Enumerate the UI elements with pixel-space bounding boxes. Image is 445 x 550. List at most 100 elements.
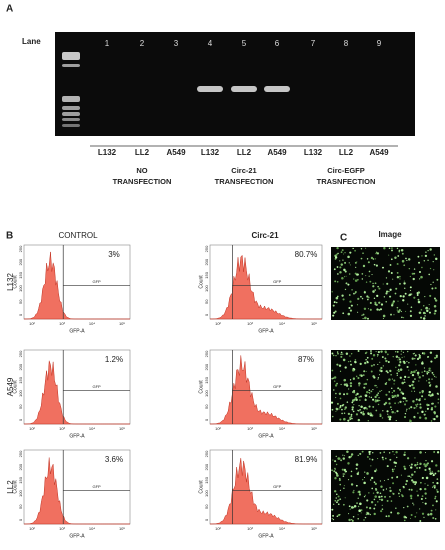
cell-dot [391, 247, 393, 250]
cell-dot [389, 370, 392, 372]
cell-dot [404, 412, 407, 415]
cell-dot [396, 370, 398, 372]
cell-dot [376, 353, 379, 356]
cell-dot [409, 289, 412, 292]
cell-dot [422, 317, 426, 320]
cell-dot [372, 452, 374, 454]
cell-dot [371, 274, 373, 276]
cell-dot [429, 267, 432, 270]
cell-dot [432, 281, 434, 283]
cell-dot [366, 295, 369, 298]
cell-dot [424, 295, 426, 298]
cell-dot [349, 384, 353, 388]
gate-label: GFP [92, 384, 101, 389]
cell-dot [403, 379, 405, 381]
cell-dot [357, 297, 360, 300]
cell-dot [418, 311, 421, 314]
cell-dot [412, 480, 415, 484]
cell-dot [403, 467, 407, 470]
y-tick-label: 200 [204, 363, 209, 370]
cell-dot [399, 282, 401, 285]
cell-dot [388, 452, 391, 454]
cell-dot [413, 296, 416, 299]
cell-dot [372, 290, 375, 293]
cell-dot [428, 273, 430, 276]
cell-dot [351, 401, 354, 404]
cell-dot [365, 513, 367, 515]
cell-dot [400, 474, 402, 476]
x-tick-label: 10⁵ [119, 321, 125, 326]
cell-dot [396, 410, 399, 413]
cell-dot [332, 514, 334, 517]
histogram [23, 251, 130, 320]
cell-dot [408, 258, 411, 261]
y-tick-label: 0 [18, 418, 23, 421]
y-tick-label: 0 [18, 518, 23, 521]
cell-dot [425, 459, 427, 462]
cell-dot [364, 406, 367, 409]
x-title: GFP-A [69, 533, 85, 539]
cell-dot [416, 461, 419, 464]
cell-dot [395, 287, 398, 290]
cell-dot [437, 469, 440, 473]
y-tick-label: 100 [204, 284, 209, 291]
cell-dot [393, 383, 395, 385]
cell-dot [379, 413, 382, 416]
cell-dot [378, 396, 380, 399]
cell-dot [343, 393, 345, 396]
cell-dot [415, 403, 417, 406]
cell-dot [379, 308, 382, 311]
cell-dot [426, 404, 429, 407]
cell-dot [421, 476, 424, 480]
cell-dot [418, 278, 421, 280]
x-tick-label: 10² [29, 526, 35, 531]
cell-dot [342, 454, 344, 456]
cell-dot [366, 499, 369, 502]
cell-dot [403, 507, 405, 509]
cell-dot [437, 402, 439, 404]
cell-dot [340, 353, 342, 355]
cell-dot [387, 413, 389, 415]
cell-dot [424, 416, 428, 420]
cell-dot [436, 490, 439, 493]
cell-dot [426, 309, 429, 313]
cell-dot [428, 381, 431, 384]
cell-dot [408, 376, 410, 378]
cell-dot [332, 518, 335, 521]
cell-dot [373, 297, 376, 299]
y-tick-label: 50 [18, 404, 23, 409]
x-title: GFP-A [69, 433, 85, 439]
x-tick-label: 10⁴ [89, 321, 95, 326]
cell-dot [380, 485, 383, 488]
cell-dot [349, 418, 352, 421]
cell-dot [379, 361, 381, 363]
cell-dot [368, 453, 371, 456]
group-label: Circ-EGFP [327, 166, 365, 175]
cell-dot [416, 494, 419, 497]
cell-dot [393, 314, 395, 316]
cell-dot [432, 418, 434, 420]
cell-dot [358, 385, 360, 387]
cell-dot [418, 356, 421, 359]
cell-dot [361, 297, 364, 300]
cell-dot [424, 502, 427, 505]
cell-dot [397, 368, 400, 371]
cell-dot [336, 493, 338, 496]
cell-dot [390, 271, 393, 274]
cell-dot [375, 488, 377, 490]
cell-dot [379, 369, 382, 372]
cell-dot [365, 391, 369, 394]
cell-dot [346, 450, 349, 453]
y-tick-label: 250 [204, 450, 209, 457]
cell-dot [406, 457, 410, 460]
cell-dot [409, 314, 413, 317]
cell-dot [333, 301, 336, 304]
cell-dot [429, 470, 431, 472]
cell-dot [397, 255, 400, 257]
cell-dot [428, 378, 431, 381]
group-label: Circ-21 [231, 166, 256, 175]
cell-dot [404, 287, 406, 289]
cell-dot [396, 309, 398, 311]
cell-dot [350, 506, 354, 509]
cell-dot [369, 479, 372, 481]
